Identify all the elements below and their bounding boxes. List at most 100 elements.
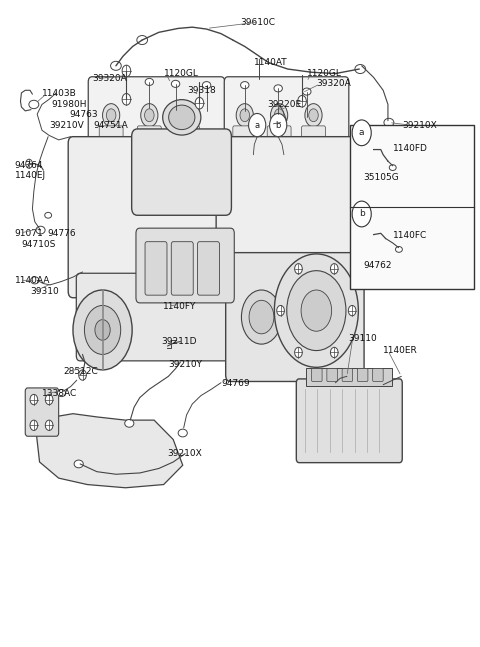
Text: 39610C: 39610C (240, 17, 275, 27)
Ellipse shape (384, 118, 394, 127)
Circle shape (249, 113, 266, 137)
Text: 91980H: 91980H (51, 100, 86, 109)
Circle shape (144, 109, 154, 122)
Circle shape (30, 395, 37, 404)
Ellipse shape (74, 460, 84, 468)
Circle shape (195, 98, 204, 109)
Circle shape (275, 254, 359, 367)
Circle shape (352, 201, 371, 227)
FancyBboxPatch shape (342, 369, 353, 382)
Circle shape (298, 96, 306, 107)
Ellipse shape (168, 105, 195, 129)
Text: 39318: 39318 (188, 87, 216, 96)
Circle shape (141, 104, 158, 127)
Text: 1120GL: 1120GL (307, 69, 342, 78)
Circle shape (305, 104, 322, 127)
Circle shape (179, 104, 196, 127)
Text: a: a (359, 128, 364, 137)
Text: 35105G: 35105G (363, 173, 399, 182)
Text: 1140FY: 1140FY (163, 302, 196, 311)
FancyBboxPatch shape (301, 126, 325, 149)
Circle shape (236, 104, 253, 127)
FancyBboxPatch shape (226, 252, 364, 382)
FancyBboxPatch shape (267, 126, 291, 149)
FancyBboxPatch shape (358, 369, 368, 382)
Circle shape (295, 263, 302, 274)
Text: 39210V: 39210V (49, 120, 84, 129)
FancyBboxPatch shape (136, 228, 234, 303)
Ellipse shape (145, 78, 154, 85)
Text: 91071: 91071 (15, 229, 44, 238)
Circle shape (103, 104, 120, 127)
Circle shape (26, 159, 33, 168)
Ellipse shape (240, 82, 249, 89)
FancyBboxPatch shape (327, 369, 337, 382)
Text: 94763: 94763 (69, 110, 98, 119)
Text: 39320A: 39320A (92, 74, 127, 83)
Ellipse shape (57, 389, 66, 397)
FancyBboxPatch shape (312, 369, 322, 382)
Circle shape (45, 395, 53, 404)
FancyBboxPatch shape (296, 379, 402, 463)
Text: 1140FD: 1140FD (393, 144, 428, 153)
FancyBboxPatch shape (132, 129, 231, 215)
Circle shape (321, 311, 340, 336)
Text: b: b (276, 120, 281, 129)
Text: 1140AA: 1140AA (15, 276, 50, 285)
Text: 94769: 94769 (222, 379, 251, 388)
FancyBboxPatch shape (68, 137, 247, 298)
Text: 28512C: 28512C (63, 367, 98, 377)
Ellipse shape (203, 82, 211, 89)
Circle shape (295, 347, 302, 358)
Circle shape (30, 420, 37, 430)
Ellipse shape (110, 61, 121, 71)
Text: 39220E: 39220E (268, 100, 302, 109)
Circle shape (122, 65, 131, 77)
Circle shape (240, 109, 250, 122)
Circle shape (270, 113, 287, 137)
Text: 94751A: 94751A (93, 120, 128, 129)
Text: 1140AT: 1140AT (254, 58, 288, 67)
FancyBboxPatch shape (171, 242, 193, 295)
Ellipse shape (274, 85, 282, 92)
Ellipse shape (31, 277, 39, 284)
Circle shape (73, 290, 132, 370)
Circle shape (352, 120, 371, 146)
Circle shape (275, 109, 284, 122)
Circle shape (122, 94, 131, 105)
FancyBboxPatch shape (137, 126, 161, 149)
Ellipse shape (137, 36, 147, 45)
Circle shape (330, 263, 338, 274)
FancyBboxPatch shape (176, 126, 199, 149)
Text: 39211D: 39211D (161, 337, 197, 346)
Text: 39320A: 39320A (316, 80, 351, 89)
FancyBboxPatch shape (233, 126, 257, 149)
Ellipse shape (125, 419, 134, 427)
Ellipse shape (171, 80, 180, 87)
Circle shape (287, 270, 346, 351)
Text: 1140FC: 1140FC (393, 232, 427, 241)
Circle shape (45, 420, 53, 430)
Circle shape (241, 290, 281, 344)
Text: 39110: 39110 (348, 334, 377, 344)
FancyBboxPatch shape (88, 77, 225, 161)
FancyBboxPatch shape (145, 242, 167, 295)
Circle shape (277, 305, 284, 316)
Circle shape (291, 332, 312, 360)
Circle shape (107, 109, 116, 122)
FancyBboxPatch shape (350, 125, 474, 289)
Text: 39210Y: 39210Y (168, 360, 203, 369)
FancyBboxPatch shape (76, 273, 244, 361)
Ellipse shape (396, 247, 402, 252)
Circle shape (183, 109, 192, 122)
Text: 39310: 39310 (30, 287, 59, 296)
Circle shape (95, 320, 110, 340)
Text: 1120GL: 1120GL (164, 69, 199, 78)
Text: 94776: 94776 (47, 229, 76, 238)
FancyBboxPatch shape (99, 126, 123, 149)
Circle shape (309, 109, 318, 122)
Text: 11403B: 11403B (42, 89, 77, 98)
Text: 1140ER: 1140ER (383, 346, 418, 355)
Ellipse shape (302, 88, 311, 95)
Text: 1338AC: 1338AC (42, 389, 77, 397)
